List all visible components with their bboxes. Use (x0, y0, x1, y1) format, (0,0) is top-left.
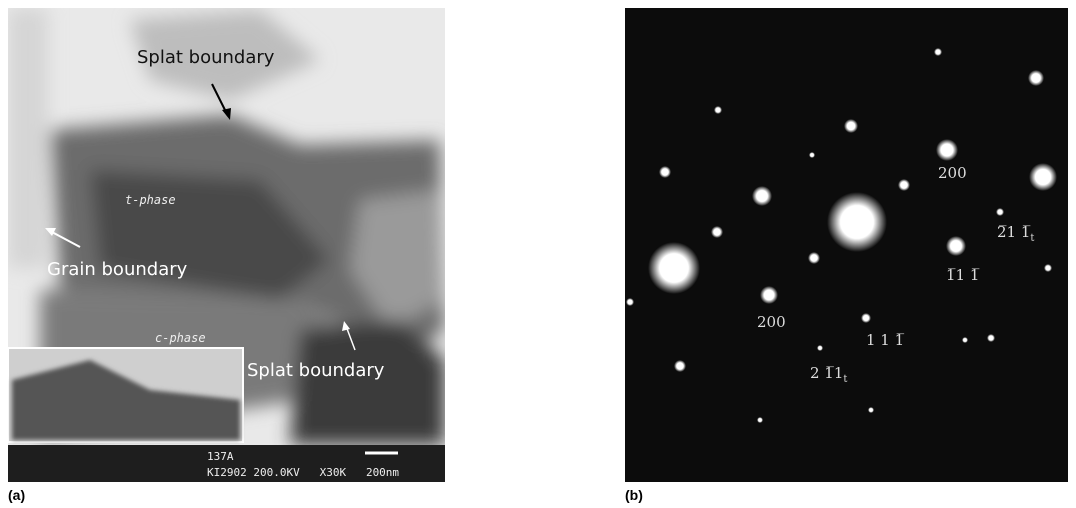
annotation: t-phase (125, 193, 176, 207)
spot (936, 139, 958, 161)
annotation: Splat boundary (247, 360, 385, 381)
spot (809, 152, 815, 158)
spot (861, 313, 871, 323)
spot (1044, 264, 1052, 272)
spot-label-text: 2̅1 1̅ (997, 223, 1030, 241)
spot (934, 48, 942, 56)
spot (626, 298, 634, 306)
spot (752, 186, 772, 206)
figure: Splat boundary t-phase Grain boundary c-… (0, 0, 1076, 508)
spot (714, 106, 722, 114)
spot (760, 286, 778, 304)
spot-label-text: 2 1̅1 (810, 364, 843, 382)
annotation: Grain boundary (47, 259, 188, 280)
spot (827, 192, 887, 252)
spot-label: 1̅1 1̅ (946, 266, 979, 284)
spot-label: 1 1 1̅ (866, 331, 904, 349)
spot-label-text: 1̅1 1̅ (946, 266, 979, 284)
spot (898, 179, 910, 191)
data-bar-text: KI2902 200.0KV X30K 200nm (207, 466, 399, 479)
spot (1028, 70, 1044, 86)
spot (1029, 163, 1057, 191)
spot-label-text: 200 (938, 164, 967, 182)
spot (996, 208, 1004, 216)
spot (946, 236, 966, 256)
panel-label: (a) (8, 487, 25, 503)
spot (868, 407, 874, 413)
spot-label: 200 (757, 313, 786, 331)
spot-label: 2̅1 1̅t (997, 223, 1034, 244)
spot (844, 119, 858, 133)
spot (648, 242, 700, 294)
spot (757, 417, 763, 423)
spot (808, 252, 820, 264)
spot-label: 2 1̅1t (810, 364, 847, 385)
spot (674, 360, 686, 372)
panel-label: (b) (625, 487, 643, 503)
spot-label-subscript: t (843, 374, 847, 385)
data-bar-text: 137A (207, 450, 234, 463)
spot-label: 200 (938, 164, 967, 182)
spot-label-text: 1 1 1̅ (866, 331, 904, 349)
spot (987, 334, 995, 342)
spot-label-text: 200 (757, 313, 786, 331)
spot (711, 226, 723, 238)
spot (659, 166, 671, 178)
annotation: c-phase (155, 331, 206, 345)
spot (817, 345, 823, 351)
spot (962, 337, 968, 343)
micrograph (8, 8, 445, 482)
annotation: Splat boundary (137, 47, 275, 68)
spot-label-subscript: t (1030, 233, 1034, 244)
